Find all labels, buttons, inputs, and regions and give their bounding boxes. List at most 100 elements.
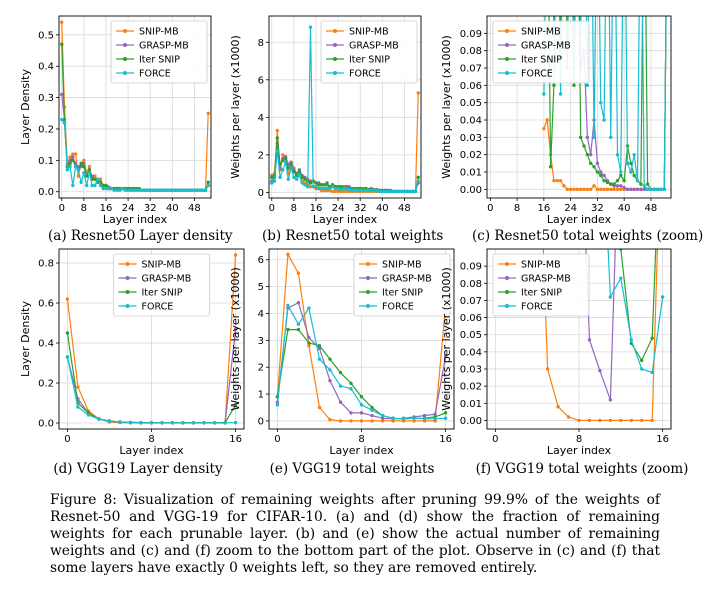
caption-d: (d) VGG19 Layer density bbox=[53, 461, 223, 477]
point-force bbox=[308, 25, 313, 29]
point-iter-snip bbox=[639, 182, 643, 186]
point-iter-snip bbox=[661, 76, 664, 79]
point-snip-mb bbox=[555, 178, 559, 183]
point-iter-snip bbox=[303, 177, 307, 181]
y-axis-label: Layer Density bbox=[19, 69, 32, 145]
point-force bbox=[341, 186, 346, 191]
point-iter-snip bbox=[615, 178, 620, 183]
point-iter-snip bbox=[319, 183, 324, 187]
point-snip-mb bbox=[650, 418, 654, 423]
x-tick-label: 0 bbox=[487, 203, 493, 214]
legend-label-snip-mb: SNIP-MB bbox=[142, 260, 182, 271]
point-force bbox=[364, 188, 368, 193]
point-grasp-mb bbox=[602, 173, 606, 178]
point-snip-mb bbox=[60, 20, 64, 24]
point-iter-snip bbox=[632, 173, 636, 178]
x-axis-label: Layer index bbox=[313, 213, 378, 226]
legend-marker-iter-snip bbox=[333, 57, 337, 61]
legend: SNIP-MB GRASP-MB Iter SNIP FORCE bbox=[320, 20, 418, 84]
point-force bbox=[71, 183, 75, 188]
point-iter-snip bbox=[585, 152, 590, 157]
y-tick-label: 3 bbox=[258, 336, 264, 347]
point-force bbox=[355, 188, 360, 193]
point-snip-mb bbox=[71, 152, 75, 156]
point-force bbox=[118, 188, 122, 192]
point-iter-snip bbox=[300, 175, 304, 180]
point-force bbox=[203, 188, 208, 192]
point-force bbox=[338, 384, 343, 388]
legend-label-grasp-mb: GRASP-MB bbox=[142, 274, 192, 285]
point-force bbox=[655, 187, 660, 192]
point-force bbox=[347, 187, 351, 192]
point-snip-mb bbox=[578, 187, 583, 192]
point-force bbox=[286, 303, 290, 308]
y-tick-label: 4 bbox=[258, 309, 264, 320]
point-snip-mb bbox=[233, 253, 238, 257]
point-iter-snip bbox=[79, 161, 83, 166]
legend-label-iter-snip: Iter SNIP bbox=[349, 55, 390, 66]
y-tick-label: 0.4 bbox=[38, 62, 54, 73]
point-grasp-mb bbox=[307, 335, 311, 340]
legend-label-iter-snip: Iter SNIP bbox=[142, 288, 183, 299]
y-tick-label: 0.05 bbox=[460, 98, 482, 109]
point-force bbox=[201, 188, 205, 192]
point-snip-mb bbox=[206, 111, 210, 115]
point-force bbox=[189, 188, 194, 192]
point-force bbox=[123, 188, 128, 192]
y-axis-label: Layer Density bbox=[19, 301, 32, 377]
point-iter-snip bbox=[104, 183, 108, 188]
x-tick-label: 0 bbox=[269, 203, 275, 214]
point-force bbox=[134, 188, 139, 192]
point-snip-mb bbox=[542, 126, 546, 131]
point-force bbox=[159, 188, 163, 192]
point-grasp-mb bbox=[629, 187, 633, 192]
point-snip-mb bbox=[585, 187, 590, 192]
y-tick-label: 0.00 bbox=[460, 185, 482, 196]
point-snip-mb bbox=[587, 418, 592, 423]
point-snip-mb bbox=[359, 419, 364, 423]
y-axis-label: Weights per layer (x1000) bbox=[229, 35, 242, 179]
point-force bbox=[170, 188, 175, 192]
point-snip-mb bbox=[281, 153, 285, 157]
point-force bbox=[305, 185, 310, 189]
legend-marker-grasp-mb bbox=[505, 276, 509, 280]
point-force bbox=[416, 179, 420, 183]
point-snip-mb bbox=[575, 187, 580, 192]
x-tick-label: 32 bbox=[144, 203, 157, 214]
legend-marker-grasp-mb bbox=[123, 43, 127, 47]
point-force bbox=[296, 322, 301, 326]
point-force bbox=[317, 357, 322, 361]
point-snip-mb bbox=[341, 189, 346, 194]
point-snip-mb bbox=[76, 385, 80, 389]
point-iter-snip bbox=[322, 183, 326, 187]
y-tick-label: 0.06 bbox=[460, 81, 482, 92]
y-tick-label: 6 bbox=[258, 75, 264, 86]
point-force bbox=[137, 188, 141, 192]
point-iter-snip bbox=[296, 327, 301, 332]
point-iter-snip bbox=[281, 158, 285, 163]
point-snip-mb bbox=[349, 419, 353, 423]
point-snip-mb bbox=[370, 419, 374, 423]
point-force bbox=[62, 120, 67, 125]
y-tick-label: 0.07 bbox=[460, 64, 482, 75]
point-snip-mb bbox=[589, 187, 593, 192]
y-tick-label: 0.2 bbox=[38, 379, 54, 390]
point-force bbox=[184, 188, 188, 192]
point-force bbox=[65, 168, 69, 172]
point-snip-mb bbox=[330, 189, 335, 194]
y-tick-label: 5 bbox=[258, 282, 264, 293]
x-tick-label: 40 bbox=[618, 203, 631, 214]
point-snip-mb bbox=[545, 367, 550, 371]
legend: SNIP-MB GRASP-MB Iter SNIP FORCE bbox=[492, 20, 590, 84]
y-tick-label: 2 bbox=[258, 363, 264, 374]
x-tick-label: 48 bbox=[645, 203, 658, 214]
point-force bbox=[650, 370, 654, 375]
x-tick-label: 0 bbox=[492, 434, 498, 445]
legend-label-snip-mb: SNIP-MB bbox=[521, 260, 561, 271]
legend-label-force: FORCE bbox=[139, 69, 171, 80]
legend-label-snip-mb: SNIP-MB bbox=[382, 260, 422, 271]
legend-label-force: FORCE bbox=[382, 302, 414, 313]
point-force bbox=[82, 171, 86, 175]
point-force bbox=[325, 186, 329, 191]
point-force bbox=[98, 183, 103, 188]
